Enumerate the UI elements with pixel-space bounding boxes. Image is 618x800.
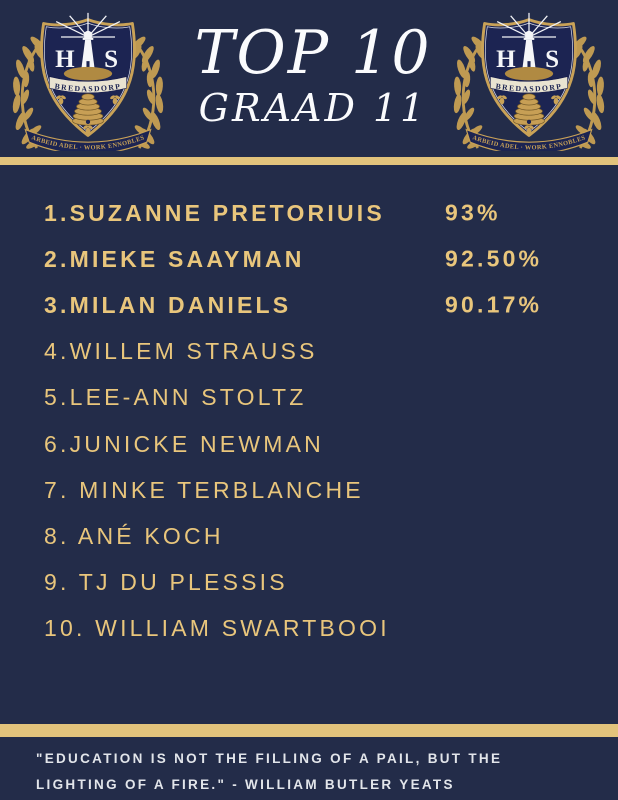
student-name: 5.LEE-ANN STOLTZ [44, 384, 307, 411]
ranking-row: 9. TJ DU PLESSIS [44, 560, 598, 606]
student-name: 8. ANÉ KOCH [44, 522, 224, 549]
student-name: 7. MINKE TERBLANCHE [44, 476, 364, 503]
ranking-row: 7. MINKE TERBLANCHE [44, 467, 598, 513]
student-name: 1.SUZANNE PRETORIUIS [44, 199, 385, 226]
title-block: TOP 10 GRAAD 11 [4, 22, 618, 128]
ranking-list: 1.SUZANNE PRETORIUIS 93% 2.MIEKE SAAYMAN… [44, 190, 598, 652]
ranking-row: 6.JUNICKE NEWMAN [44, 421, 598, 467]
poster-title: TOP 10 [194, 18, 432, 88]
ranking-row: 10. WILLIAM SWARTBOOI [44, 606, 598, 652]
student-name: 2.MIEKE SAAYMAN [44, 245, 305, 272]
divider-bottom [0, 724, 618, 737]
quote-line-2: LIGHTING OF A FIRE." - WILLIAM BUTLER YE… [36, 777, 455, 792]
student-name: 10. WILLIAM SWARTBOOI [44, 615, 390, 642]
ranking-row: 1.SUZANNE PRETORIUIS 93% [44, 190, 598, 236]
footer-quote: "EDUCATION IS NOT THE FILLING OF A PAIL,… [36, 746, 604, 798]
poster-subtitle: GRAAD 11 [198, 86, 428, 130]
ranking-row: 8. ANÉ KOCH [44, 513, 598, 559]
score-percent: 92.50% [445, 245, 543, 272]
school-crest-right [447, 6, 611, 151]
ranking-row: 5.LEE-ANN STOLTZ [44, 375, 598, 421]
student-name: 9. TJ DU PLESSIS [44, 569, 288, 596]
student-name: 4.WILLEM STRAUSS [44, 338, 318, 365]
ranking-row: 3.MILAN DANIELS 90.17% [44, 282, 598, 328]
student-name: 3.MILAN DANIELS [44, 291, 292, 318]
student-name: 6.JUNICKE NEWMAN [44, 430, 324, 457]
score-percent: 90.17% [445, 291, 543, 318]
ranking-row: 2.MIEKE SAAYMAN 92.50% [44, 236, 598, 282]
divider-top [0, 157, 618, 165]
score-percent: 93% [445, 199, 501, 226]
ranking-row: 4.WILLEM STRAUSS [44, 329, 598, 375]
quote-line-1: "EDUCATION IS NOT THE FILLING OF A PAIL,… [36, 751, 503, 766]
